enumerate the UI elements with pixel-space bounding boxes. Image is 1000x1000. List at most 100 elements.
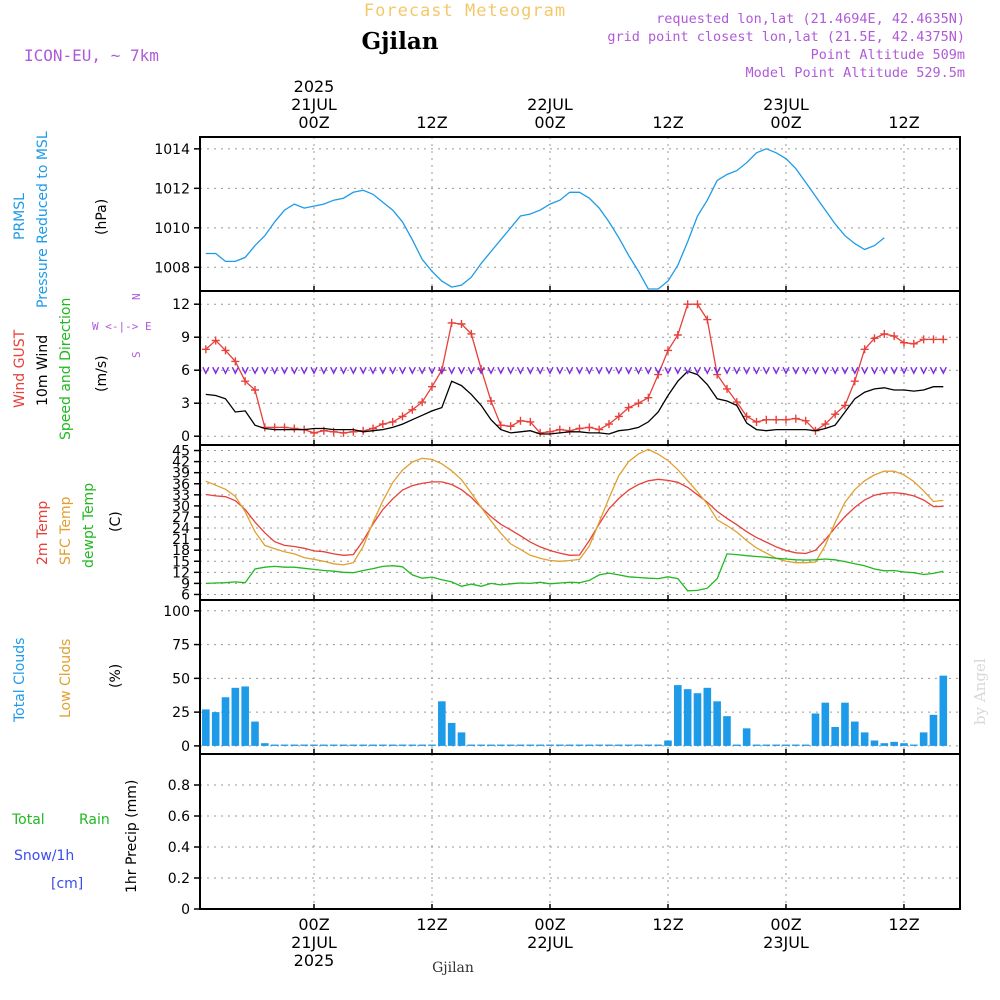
y-tick-label: 18	[172, 543, 190, 559]
top-year: 2025	[294, 77, 335, 96]
gust-marker	[457, 320, 466, 328]
gust-marker	[909, 339, 918, 348]
wind-direction-arrow	[674, 366, 682, 375]
wind-direction-arrow	[359, 366, 367, 375]
y-tick-label: 3	[181, 396, 190, 412]
wind-direction-arrow	[398, 366, 407, 375]
gust-marker	[693, 300, 702, 309]
credit-watermark: by Angel	[971, 658, 989, 725]
y-tick-label: 33	[172, 488, 190, 504]
cloud-bar	[310, 744, 318, 746]
wind-direction-arrow	[330, 366, 338, 375]
y-tick-label: 9	[181, 576, 190, 592]
compass-north: N	[130, 293, 143, 300]
cloud-bar	[280, 744, 289, 746]
top-hour-4: 00Z	[770, 113, 801, 132]
gust-marker	[860, 345, 869, 354]
gust-marker	[565, 426, 574, 435]
gust-marker	[388, 417, 397, 426]
gust-marker	[752, 417, 761, 426]
wind-direction-arrow	[841, 366, 849, 375]
wind-direction-arrow	[615, 366, 623, 375]
wind-direction-arrow	[438, 366, 446, 375]
cloud-bar	[831, 726, 839, 746]
gust-marker	[506, 422, 515, 431]
series-line-10m-wind	[205, 370, 944, 435]
gust-marker	[899, 338, 908, 347]
model-label: ICON-EU, ~ 7km	[24, 46, 159, 65]
cloud-bar	[379, 744, 387, 746]
gust-marker	[929, 335, 938, 344]
series-line-wind-gust	[205, 303, 944, 434]
gust-marker	[831, 410, 840, 419]
cloud-bar	[615, 744, 623, 746]
y-tick-label: 6	[181, 363, 190, 379]
wind-direction-arrow	[920, 366, 928, 375]
gust-marker	[772, 415, 781, 424]
gust-marker	[408, 405, 417, 414]
top-day-4: 23JUL	[763, 95, 809, 114]
wind-direction-arrow	[910, 366, 918, 375]
gust-marker	[634, 399, 643, 408]
top-hour-1: 12Z	[416, 113, 447, 132]
cloud-bar	[477, 744, 485, 746]
temp2m-label: 2m Temp	[35, 501, 51, 565]
wind-direction-arrow	[566, 366, 574, 375]
cloud-bar	[939, 675, 948, 746]
wind-direction-arrow	[684, 366, 692, 375]
gust-marker	[516, 416, 525, 425]
prmsl-label: PRMSL	[12, 193, 28, 240]
wind-direction-arrow	[831, 366, 839, 375]
wind-direction-arrow	[880, 366, 888, 375]
wind-unit: (m/s)	[94, 355, 110, 392]
cloud-bar	[595, 744, 603, 746]
y-tick-label: 0	[181, 429, 190, 445]
cloud-bar	[624, 744, 633, 746]
bottom-day-4: 23JUL	[763, 933, 809, 952]
cloud-bar	[782, 744, 790, 746]
cloud-bar	[497, 744, 505, 746]
gust-marker	[762, 415, 771, 424]
gust-marker	[526, 417, 535, 426]
total-precip-label: Total	[11, 812, 45, 828]
rain-label: Rain	[79, 812, 110, 828]
wind-direction-arrow	[497, 366, 505, 375]
wind-direction-arrow	[290, 366, 298, 375]
top-hour-0: 00Z	[298, 113, 329, 132]
gust-marker	[939, 335, 948, 344]
gust-marker	[722, 384, 731, 393]
y-tick-label: 9	[181, 330, 190, 346]
cloud-bar	[270, 744, 279, 746]
total-clouds-label: Total Clouds	[12, 638, 28, 723]
wind-direction-arrow	[389, 366, 397, 375]
top-time-axis: 2025 21JUL 00Z 12Z 22JUL 00Z 12Z 23JUL 0…	[291, 77, 920, 132]
gust-marker	[801, 416, 810, 425]
panel-frames	[199, 136, 961, 910]
y-tick-label: 27	[172, 510, 190, 526]
y-tick-label: 1014	[154, 142, 190, 158]
cloud-bar	[556, 744, 564, 746]
precip-labels: Total Rain Snow/1h [cm] 1hr Precip (mm)	[11, 780, 140, 893]
cloud-bar	[693, 693, 702, 746]
wind-direction-arrow	[723, 366, 731, 375]
wind-direction-arrow	[310, 366, 318, 375]
cloud-bar	[713, 701, 721, 746]
wind-direction-arrow	[939, 366, 947, 375]
cloud-bar	[821, 702, 830, 746]
wind-direction-arrow	[271, 366, 279, 375]
wind-direction-arrow	[654, 366, 662, 375]
cloud-bar	[801, 744, 810, 746]
model-point-altitude: Model Point Altitude 529.5m	[746, 65, 965, 81]
wind-direction-arrow	[713, 366, 721, 375]
wind-direction-arrow	[821, 366, 829, 375]
wind-direction-arrow	[792, 366, 800, 375]
y-tick-label: 1008	[154, 260, 190, 276]
point-altitude: Point Altitude 509m	[811, 47, 965, 63]
wind-direction-arrow	[457, 366, 466, 375]
wind-direction-arrow	[261, 366, 269, 375]
cloud-bar	[654, 744, 662, 746]
cloud-bar	[231, 687, 240, 746]
precip-unit: 1hr Precip (mm)	[124, 780, 140, 893]
top-hour-2: 00Z	[534, 113, 565, 132]
grid-point-coords: grid point closest lon,lat (21.5E, 42.43…	[607, 29, 965, 45]
